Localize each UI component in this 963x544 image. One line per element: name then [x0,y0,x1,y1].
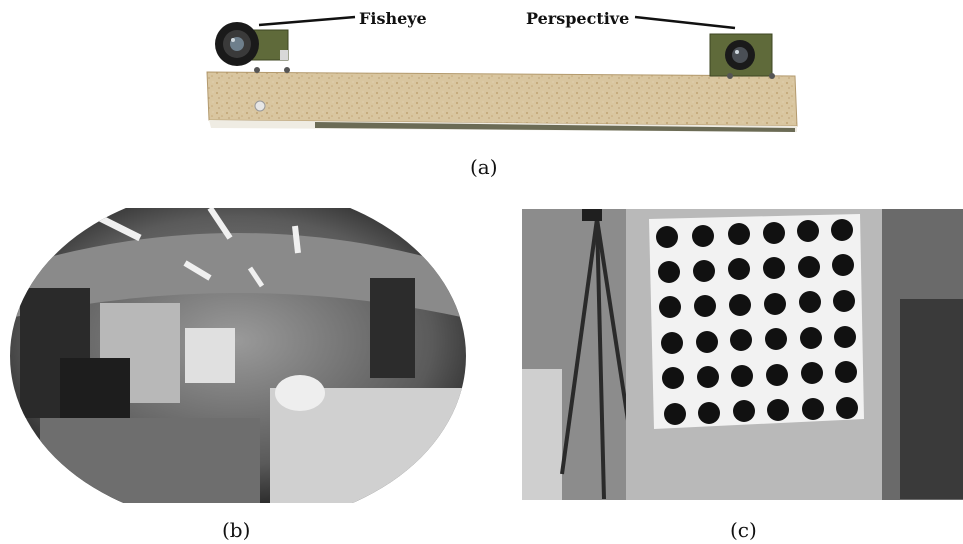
caption-c: (c) [730,518,757,542]
perspective-photo [522,209,963,500]
panel-b [0,206,470,508]
fisheye-photo [0,206,470,508]
camera-rig-photo: Fisheye Perspective [206,9,798,132]
dot-grid [656,219,858,425]
panel-a: Fisheye Perspective [195,0,815,150]
panel-c [522,209,963,500]
caption-a: (a) [470,155,498,179]
caption-b: (b) [222,518,251,542]
perspective-label: Perspective [526,9,629,28]
fisheye-label: Fisheye [359,9,427,28]
